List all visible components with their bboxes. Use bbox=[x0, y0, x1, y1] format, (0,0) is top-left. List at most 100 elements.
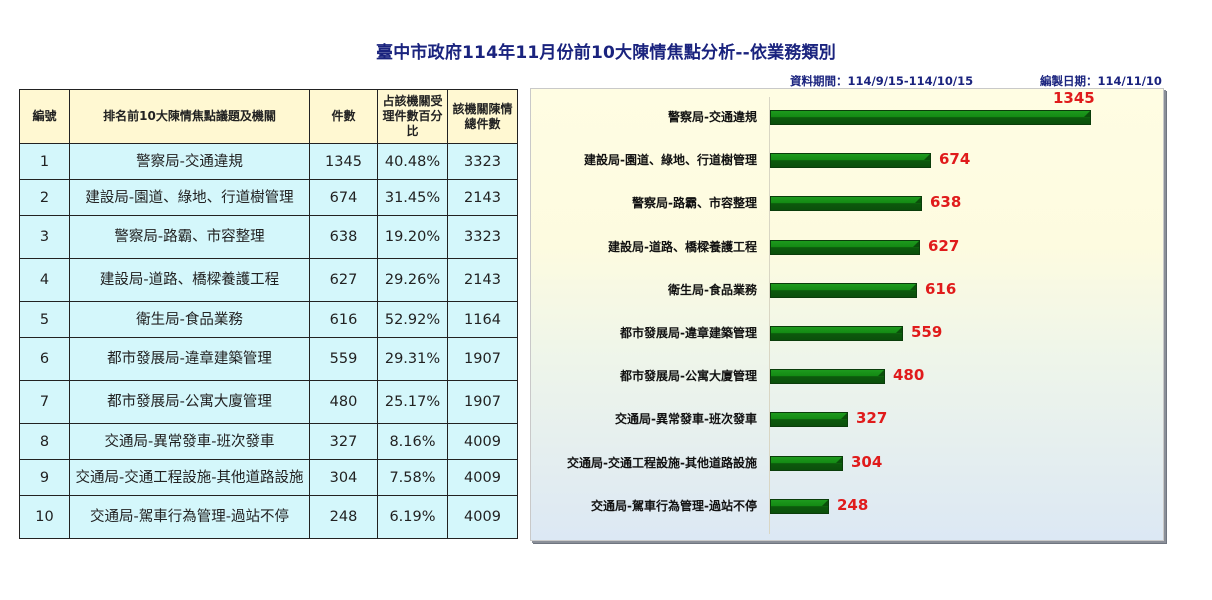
cell-no: 4 bbox=[19, 258, 70, 302]
bar bbox=[770, 498, 829, 514]
bar bbox=[770, 412, 848, 428]
value-label: 327 bbox=[856, 409, 888, 428]
bar bbox=[770, 369, 885, 385]
cell-topic: 警察局-交通違規 bbox=[69, 143, 310, 180]
table-row: 7 都市發展局-公寓大廈管理 480 25.17% 1907 bbox=[19, 380, 518, 424]
category-label: 都市發展局-違章建築管理 bbox=[620, 326, 757, 340]
cell-count: 674 bbox=[309, 179, 378, 216]
cell-total: 2143 bbox=[447, 179, 518, 216]
cell-topic: 都市發展局-公寓大廈管理 bbox=[69, 380, 310, 424]
table-row: 6 都市發展局-違章建築管理 559 29.31% 1907 bbox=[19, 337, 518, 381]
cell-total: 4009 bbox=[447, 495, 518, 539]
cell-pct: 40.48% bbox=[377, 143, 448, 180]
cell-no: 1 bbox=[19, 143, 70, 180]
value-label: 674 bbox=[939, 150, 971, 169]
bar bbox=[770, 326, 903, 341]
cell-total: 4009 bbox=[447, 459, 518, 496]
bar bbox=[770, 196, 922, 212]
chart-bar-row: 交通局-異常發車-班次發車 327 bbox=[531, 403, 1165, 433]
value-label: 616 bbox=[925, 279, 957, 298]
cell-total: 3323 bbox=[447, 215, 518, 259]
compiled-date: 編製日期：114/11/10 bbox=[1040, 74, 1162, 88]
col-header-total: 該機關陳情總件數 bbox=[447, 89, 518, 144]
cell-no: 5 bbox=[19, 301, 70, 338]
col-header-no: 編號 bbox=[19, 89, 70, 144]
category-label: 警察局-路霸、市容整理 bbox=[632, 196, 757, 211]
value-label: 638 bbox=[930, 193, 962, 212]
cell-topic: 都市發展局-違章建築管理 bbox=[69, 337, 310, 381]
value-label: 248 bbox=[837, 495, 869, 514]
cell-pct: 7.58% bbox=[377, 459, 448, 496]
bar bbox=[770, 239, 920, 255]
table-row: 2 建設局-園道、綠地、行道樹管理 674 31.45% 2143 bbox=[19, 179, 518, 216]
table-header-row: 編號 排名前10大陳情焦點議題及機關 件數 占該機關受理件數百分比 該機關陳情總… bbox=[19, 89, 518, 144]
value-label: 480 bbox=[893, 366, 925, 385]
cell-count: 304 bbox=[309, 459, 378, 496]
cell-pct: 29.26% bbox=[377, 258, 448, 302]
table-row: 3 警察局-路霸、市容整理 638 19.20% 3323 bbox=[19, 215, 518, 259]
table-row: 8 交通局-異常發車-班次發車 327 8.16% 4009 bbox=[19, 423, 518, 460]
category-label: 交通局-交通工程設施-其他道路設施 bbox=[567, 455, 757, 470]
table-row: 1 警察局-交通違規 1345 40.48% 3323 bbox=[19, 143, 518, 180]
data-period: 資料期間：114/9/15-114/10/15 bbox=[790, 74, 974, 88]
value-label: 304 bbox=[851, 452, 883, 471]
value-label: 559 bbox=[911, 323, 943, 341]
cell-count: 248 bbox=[309, 495, 378, 539]
value-label: 1345 bbox=[1053, 89, 1095, 107]
cell-count: 638 bbox=[309, 215, 378, 259]
bar bbox=[770, 110, 1091, 125]
cell-total: 1907 bbox=[447, 337, 518, 381]
cell-pct: 6.19% bbox=[377, 495, 448, 539]
cell-pct: 25.17% bbox=[377, 380, 448, 424]
table-row: 9 交通局-交通工程設施-其他道路設施 304 7.58% 4009 bbox=[19, 459, 518, 496]
category-label: 交通局-駕車行為管理-過站不停 bbox=[591, 498, 757, 513]
cell-topic: 警察局-路霸、市容整理 bbox=[69, 215, 310, 259]
value-label: 627 bbox=[928, 236, 960, 255]
category-label: 建設局-道路、橋樑養護工程 bbox=[608, 239, 757, 254]
cell-count: 1345 bbox=[309, 143, 378, 180]
cell-no: 9 bbox=[19, 459, 70, 496]
bar bbox=[770, 153, 931, 169]
chart-bar-row: 交通局-交通工程設施-其他道路設施 304 bbox=[531, 447, 1165, 477]
cell-count: 559 bbox=[309, 337, 378, 381]
cell-total: 2143 bbox=[447, 258, 518, 302]
cell-pct: 31.45% bbox=[377, 179, 448, 216]
cell-no: 2 bbox=[19, 179, 70, 216]
cell-topic: 建設局-道路、橋樑養護工程 bbox=[69, 258, 310, 302]
chart-bar-row: 警察局-路霸、市容整理 638 bbox=[531, 187, 1165, 217]
category-axis-line bbox=[769, 97, 770, 534]
category-label: 交通局-異常發車-班次發車 bbox=[615, 412, 757, 427]
cell-total: 4009 bbox=[447, 423, 518, 460]
cell-topic: 衛生局-食品業務 bbox=[69, 301, 310, 338]
chart-bar-row: 建設局-道路、橋樑養護工程 627 bbox=[531, 231, 1165, 261]
category-label: 建設局-園道、綠地、行道樹管理 bbox=[584, 153, 757, 168]
category-label: 衛生局-食品業務 bbox=[668, 282, 757, 297]
ranking-table: 編號 排名前10大陳情焦點議題及機關 件數 占該機關受理件數百分比 該機關陳情總… bbox=[19, 89, 518, 539]
cell-pct: 52.92% bbox=[377, 301, 448, 338]
cell-no: 10 bbox=[19, 495, 70, 539]
chart-bar-row: 都市發展局-違章建築管理 559 bbox=[531, 317, 1165, 347]
col-header-pct: 占該機關受理件數百分比 bbox=[377, 89, 448, 144]
bar-chart: 警察局-交通違規 1345 建設局-園道、綠地、行道樹管理 674 警察局-路霸、市容整… bbox=[530, 88, 1164, 541]
table-row: 10 交通局-駕車行為管理-過站不停 248 6.19% 4009 bbox=[19, 495, 518, 539]
chart-bar-row: 警察局-交通違規 1345 bbox=[531, 89, 1165, 131]
chart-bar-row: 交通局-駕車行為管理-過站不停 248 bbox=[531, 490, 1165, 520]
chart-bar-row: 建設局-園道、綠地、行道樹管理 674 bbox=[531, 144, 1165, 174]
bar bbox=[770, 282, 917, 298]
cell-count: 480 bbox=[309, 380, 378, 424]
cell-topic: 交通局-交通工程設施-其他道路設施 bbox=[69, 459, 310, 496]
cell-no: 3 bbox=[19, 215, 70, 259]
category-label: 警察局-交通違規 bbox=[668, 110, 757, 124]
category-label: 都市發展局-公寓大廈管理 bbox=[620, 369, 757, 384]
cell-topic: 交通局-異常發車-班次發車 bbox=[69, 423, 310, 460]
bar bbox=[770, 455, 843, 471]
cell-count: 627 bbox=[309, 258, 378, 302]
col-header-topic: 排名前10大陳情焦點議題及機關 bbox=[69, 89, 310, 144]
cell-total: 1164 bbox=[447, 301, 518, 338]
table-row: 5 衛生局-食品業務 616 52.92% 1164 bbox=[19, 301, 518, 338]
cell-pct: 19.20% bbox=[377, 215, 448, 259]
cell-total: 1907 bbox=[447, 380, 518, 424]
cell-pct: 8.16% bbox=[377, 423, 448, 460]
cell-topic: 交通局-駕車行為管理-過站不停 bbox=[69, 495, 310, 539]
cell-pct: 29.31% bbox=[377, 337, 448, 381]
